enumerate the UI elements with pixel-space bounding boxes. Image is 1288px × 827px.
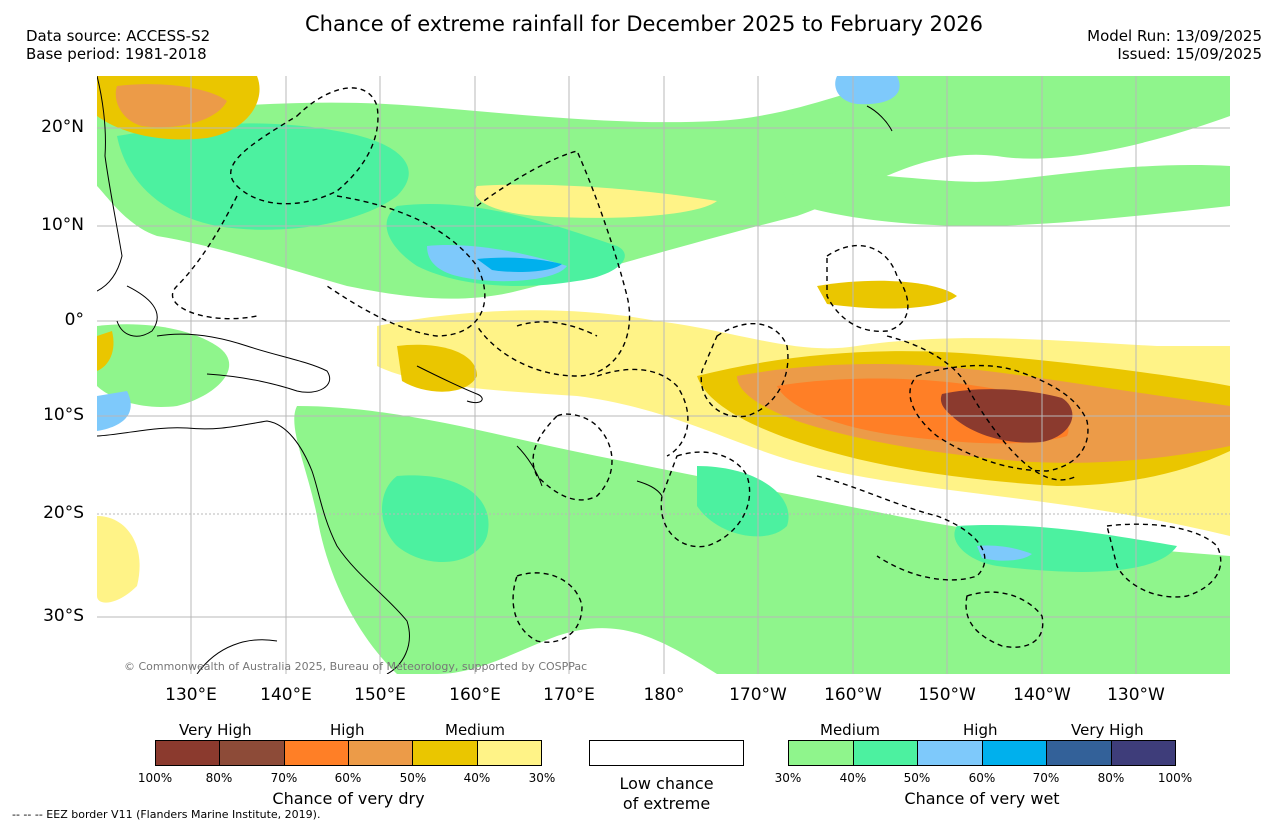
copyright-notice: © Commonwealth of Australia 2025, Bureau… — [124, 660, 588, 673]
wet-category-very-high: Very High — [1071, 721, 1144, 739]
dry-swatch-3 — [348, 741, 414, 765]
map-canvas — [97, 76, 1230, 674]
low-chance-line2: of extreme — [622, 794, 711, 813]
dry-tick: 60% — [334, 771, 362, 785]
dry-colorbar — [155, 740, 542, 766]
wet-swatch-2 — [918, 741, 983, 765]
low-chance-swatch — [589, 740, 744, 766]
base-period: Base period: 1981-2018 — [26, 45, 207, 63]
lon-label-160e: 160°E — [449, 685, 501, 705]
dry-tick: 40% — [463, 771, 491, 785]
lon-label-150e: 150°E — [354, 685, 406, 705]
dry-tick: 80% — [205, 771, 233, 785]
wet-tick: 60% — [968, 771, 996, 785]
dry-tick: 30% — [528, 771, 556, 785]
wet-tick: 40% — [839, 771, 867, 785]
wet-swatch-0 — [789, 741, 854, 765]
dry-legend-caption: Chance of very dry — [272, 789, 425, 808]
model-run: Model Run: 13/09/2025 — [1087, 27, 1262, 45]
dry-swatch-5 — [477, 741, 541, 765]
wet-swatch-3 — [982, 741, 1047, 765]
wet-tick: 80% — [1097, 771, 1125, 785]
wet-tick: 70% — [1032, 771, 1060, 785]
dry-tick: 50% — [399, 771, 427, 785]
map-title: Chance of extreme rainfall for December … — [305, 12, 983, 36]
wet-tick: 30% — [774, 771, 802, 785]
dry-category-high: High — [330, 721, 365, 739]
coastlines — [97, 76, 893, 674]
forecast-map — [97, 76, 1230, 674]
wet-colorbar — [788, 740, 1176, 766]
dry-category-medium: Medium — [445, 721, 505, 739]
metadata-left: Data source: ACCESS-S2 Base period: 1981… — [26, 27, 210, 63]
dry-swatch-1 — [220, 741, 285, 765]
dry-tick: 100% — [137, 771, 173, 785]
dry-tick: 70% — [270, 771, 298, 785]
wet-category-medium: Medium — [820, 721, 880, 739]
wet-swatch-5 — [1111, 741, 1175, 765]
lon-label-140w: 140°W — [1013, 685, 1071, 705]
dry-swatch-4 — [413, 741, 478, 765]
lon-label-160w: 160°W — [824, 685, 882, 705]
eez-borders — [171, 87, 1222, 648]
lat-label-30s: 30°S — [43, 606, 84, 626]
lon-label-130w: 130°W — [1107, 685, 1165, 705]
lat-label-20n: 20°N — [41, 117, 84, 137]
wet-legend-caption: Chance of very wet — [904, 789, 1060, 808]
lat-label-20s: 20°S — [43, 503, 84, 523]
lon-label-150w: 150°W — [918, 685, 976, 705]
wet-category-high: High — [963, 721, 998, 739]
dry-swatch-0 — [156, 741, 221, 765]
lon-label-170e: 170°E — [543, 685, 595, 705]
wet-tick: 100% — [1157, 771, 1193, 785]
eez-footnote: -- -- -- EEZ border V11 (Flanders Marine… — [12, 808, 321, 821]
low-chance-line1: Low chance — [619, 774, 714, 793]
lat-label-10s: 10°S — [43, 405, 84, 425]
low-chance-caption: Low chance of extreme — [589, 774, 744, 814]
metadata-right: Model Run: 13/09/2025 Issued: 15/09/2025 — [1087, 27, 1262, 63]
lon-label-170w: 170°W — [729, 685, 787, 705]
wet-swatch-1 — [853, 741, 918, 765]
lon-label-180: 180° — [643, 685, 685, 705]
wet-tick: 50% — [903, 771, 931, 785]
lon-label-130e: 130°E — [165, 685, 217, 705]
dry-swatch-2 — [284, 741, 349, 765]
lat-label-0: 0° — [64, 310, 84, 330]
dry-regions — [97, 76, 1230, 603]
data-source: Data source: ACCESS-S2 — [26, 27, 211, 45]
lat-label-10n: 10°N — [41, 215, 84, 235]
lon-label-140e: 140°E — [260, 685, 312, 705]
dry-category-very-high: Very High — [179, 721, 252, 739]
wet-swatch-4 — [1047, 741, 1112, 765]
graticule — [97, 76, 1230, 674]
issued-date: Issued: 15/09/2025 — [1117, 45, 1262, 63]
